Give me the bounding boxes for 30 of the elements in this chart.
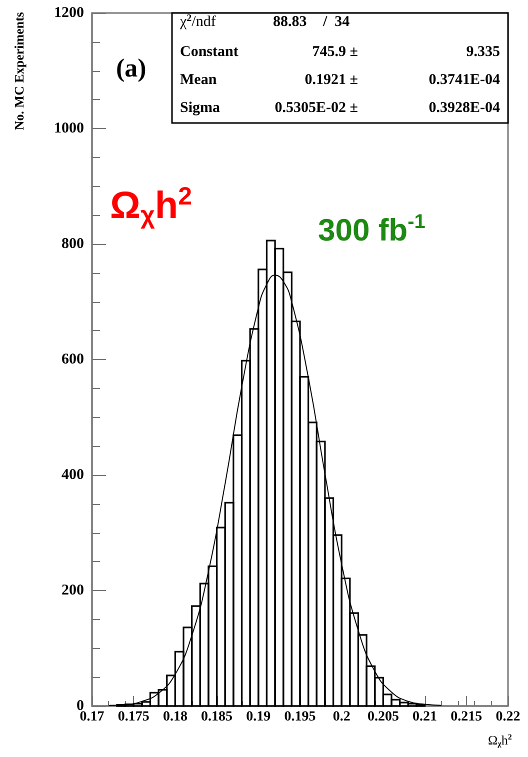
- x-tick-label: 0.18: [162, 710, 188, 724]
- annotation: 0.1921 ±: [304, 72, 358, 88]
- x-tick-label: 0.175: [118, 710, 150, 724]
- x-tick-label: 0.21: [412, 710, 438, 724]
- x-tick-label: 0.215: [450, 710, 482, 724]
- y-tick-label: 400: [62, 467, 84, 483]
- y-tick-label: 800: [62, 236, 84, 252]
- x-tick-label: 0.185: [201, 710, 233, 724]
- y-tick-label: 1200: [54, 5, 84, 21]
- annotation: (a): [116, 54, 146, 82]
- annotation: Mean: [180, 72, 218, 88]
- x-tick-label: 0.22: [496, 710, 520, 724]
- x-tick-label: 0.195: [284, 710, 316, 724]
- y-axis-title: No. MC Experiments: [12, 12, 26, 130]
- x-tick-label: 0.205: [367, 710, 399, 724]
- annotation: 9.335: [466, 44, 500, 60]
- annotation: / 34: [322, 14, 350, 30]
- annotation: 88.83: [273, 14, 307, 30]
- annotation: 0.3928E-04: [428, 100, 500, 116]
- x-tick-label: 0.2: [332, 710, 350, 724]
- annotation: 0.5305E-02 ±: [274, 100, 358, 116]
- y-tick-label: 1000: [54, 120, 84, 136]
- x-tick-label: 0.19: [246, 710, 271, 724]
- x-tick-label: 0.17: [80, 710, 104, 724]
- annotation: 745.9 ±: [312, 44, 358, 60]
- y-tick-label: 200: [62, 582, 84, 598]
- annotation: Constant: [180, 44, 238, 60]
- y-tick-label: 600: [62, 352, 84, 368]
- annotation: Sigma: [180, 100, 221, 116]
- annotation: 0.3741E-04: [428, 72, 500, 88]
